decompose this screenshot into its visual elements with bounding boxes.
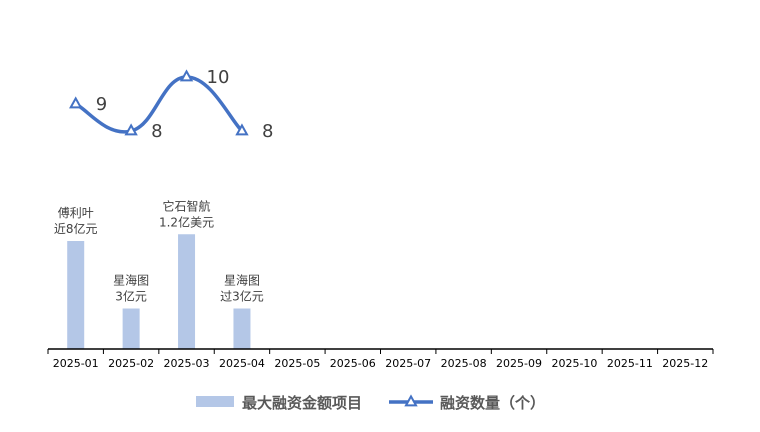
x-tick-label: 2025-12 — [662, 357, 708, 370]
bar-data-label: 近8亿元 — [54, 221, 98, 236]
x-tick-label: 2025-02 — [108, 357, 154, 370]
line-data-label: 10 — [207, 67, 230, 88]
line-marker — [124, 123, 138, 136]
bar-2025-02 — [122, 308, 140, 349]
line-series — [69, 69, 249, 136]
line-path — [73, 75, 244, 134]
legend-marker-line — [404, 394, 418, 407]
line-data-labels: 9 8 10 8 — [96, 67, 274, 142]
line-marker — [179, 69, 194, 82]
x-tick-label: 2025-04 — [219, 357, 265, 370]
line-data-label: 9 — [96, 94, 107, 115]
x-tick-label: 2025-10 — [551, 357, 597, 370]
bar-2025-01 — [67, 241, 85, 349]
x-tick-label: 2025-07 — [385, 357, 431, 370]
bar-data-label: 1.2亿美元 — [159, 214, 214, 229]
bar-data-label: 星海图 — [224, 273, 260, 288]
legend-swatch-bar — [196, 396, 234, 407]
x-tick-label: 2025-08 — [441, 357, 487, 370]
x-tick-label: 2025-05 — [274, 357, 320, 370]
legend-label-bar: 最大融资金额项目 — [242, 394, 362, 412]
x-axis: 2025-01 2025-02 2025-03 2025-04 2025-05 2025-… — [47, 348, 714, 370]
bar-data-label: 星海图 — [113, 273, 149, 288]
bar-data-label: 3亿元 — [115, 289, 147, 304]
x-tick-label: 2025-11 — [607, 357, 653, 370]
line-marker — [235, 123, 249, 136]
bar-data-label: 过3亿元 — [220, 289, 264, 304]
line-marker — [69, 96, 83, 109]
legend-label-line: 融资数量（个） — [440, 394, 545, 412]
x-tick-label: 2025-06 — [330, 357, 376, 370]
bar-2025-04 — [233, 308, 251, 349]
bar-2025-03 — [178, 234, 196, 349]
line-data-label: 8 — [262, 121, 273, 142]
bar-series — [67, 234, 251, 349]
line-data-label: 8 — [151, 121, 162, 142]
bar-data-label: 傅利叶 — [58, 206, 94, 220]
bar-data-label: 它石智航 — [163, 198, 211, 213]
x-tick-label: 2025-09 — [496, 357, 542, 370]
legend: 最大融资金额项目 融资数量（个） — [196, 394, 545, 412]
x-tick-label: 2025-01 — [53, 357, 99, 370]
x-tick-label: 2025-03 — [164, 357, 210, 370]
